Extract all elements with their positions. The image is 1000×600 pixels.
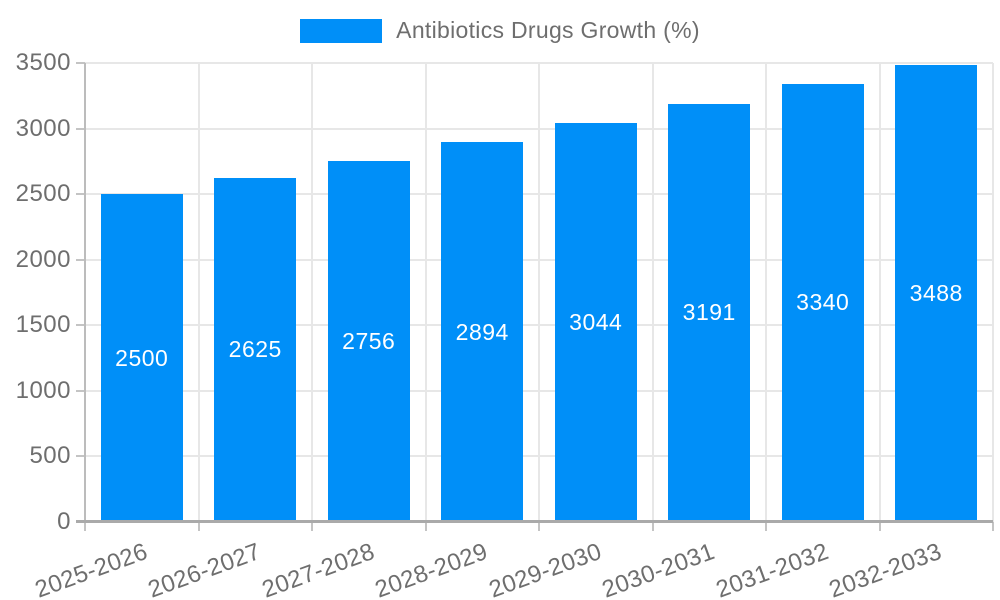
y-axis-tick — [76, 455, 85, 458]
y-axis-tick-label: 500 — [29, 442, 71, 470]
gridline-vertical — [424, 63, 427, 522]
y-axis-tick — [76, 324, 85, 327]
y-axis-tick — [76, 389, 85, 392]
bar[interactable]: 3044 — [554, 122, 637, 522]
gridline-vertical — [878, 63, 881, 522]
y-axis-tick-label: 1500 — [15, 311, 71, 339]
gridline-vertical — [651, 63, 654, 522]
y-axis-tick — [76, 127, 85, 130]
x-axis-tick — [538, 522, 540, 531]
bar-value-label: 3340 — [796, 289, 850, 316]
y-axis-tick-label: 0 — [57, 508, 71, 535]
x-axis-tick — [84, 522, 86, 531]
bar-value-label: 2625 — [228, 336, 282, 363]
bar[interactable]: 3191 — [668, 103, 751, 522]
y-axis-tick — [76, 62, 85, 64]
bar-value-label: 3044 — [569, 308, 623, 335]
x-axis-tick — [651, 522, 654, 531]
bar[interactable]: 3488 — [895, 64, 978, 522]
x-axis-line — [76, 520, 993, 523]
x-axis-tick — [878, 522, 881, 531]
bar-value-label: 3488 — [909, 279, 963, 306]
x-axis-tick — [992, 522, 994, 531]
gridline-vertical — [765, 63, 767, 522]
x-axis-tick — [197, 522, 200, 531]
bar-value-label: 2756 — [342, 327, 396, 354]
bar[interactable]: 3340 — [781, 83, 864, 522]
x-axis-tick — [424, 522, 427, 531]
plot-area: 0 500 1000 1500 2000 2500 3000 3500 2500 2625 2756… — [16, 49, 994, 600]
gridline-vertical — [311, 63, 313, 522]
legend-swatch-icon — [300, 18, 383, 43]
y-axis-tick-label: 3500 — [15, 49, 71, 76]
y-axis-tick-label: 1000 — [15, 376, 71, 404]
gridline-vertical — [538, 63, 540, 522]
bar[interactable]: 2625 — [214, 177, 297, 522]
y-axis-tick-label: 2500 — [15, 180, 71, 208]
bar[interactable]: 2756 — [327, 160, 410, 522]
bar[interactable]: 2894 — [441, 142, 524, 522]
gridline-vertical — [197, 63, 200, 522]
y-axis-tick — [76, 193, 85, 196]
bar[interactable]: 2500 — [100, 194, 183, 522]
x-axis-tick — [765, 522, 767, 531]
bar-value-label: 3191 — [682, 299, 736, 326]
y-axis-tick — [76, 258, 85, 261]
gridline-vertical — [992, 63, 994, 522]
bar-value-label: 2894 — [455, 318, 509, 345]
legend-label: Antibiotics Drugs Growth (%) — [396, 17, 700, 43]
bar-value-label: 2500 — [115, 344, 169, 371]
legend-item[interactable]: Antibiotics Drugs Growth (%) — [0, 17, 1000, 44]
x-axis-tick — [311, 522, 313, 531]
y-axis-tick-label: 3000 — [15, 114, 71, 142]
y-axis-tick-label: 2000 — [15, 245, 71, 273]
y-axis-line — [84, 63, 86, 522]
